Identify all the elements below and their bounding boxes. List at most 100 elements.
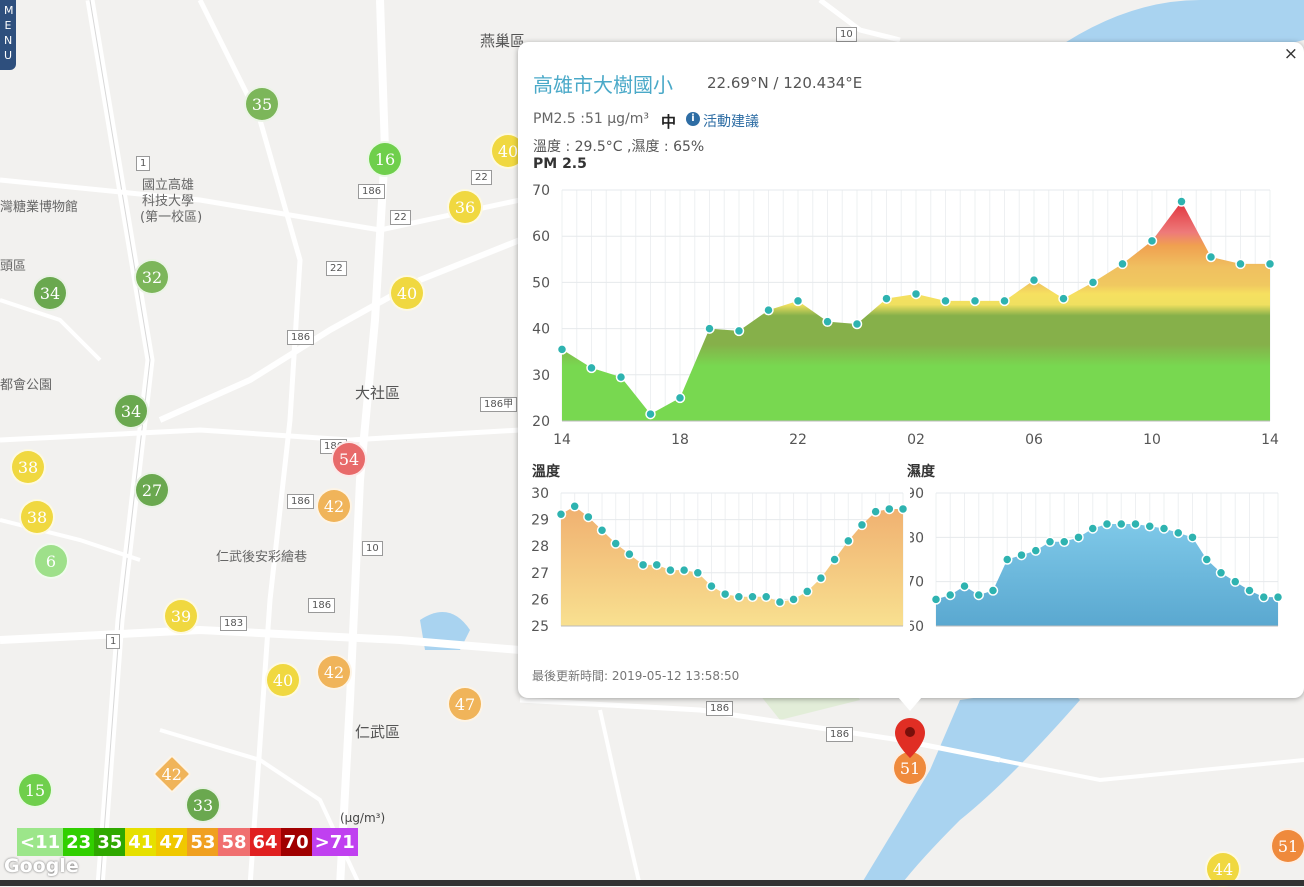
series-area [936, 524, 1278, 626]
route-shield: 183 [220, 616, 248, 631]
pm25-level: 中 [661, 113, 677, 131]
data-point [719, 588, 731, 600]
data-point [1187, 532, 1198, 543]
temperature-chart: 25 26 27 28 29 30 [531, 486, 909, 635]
data-point [674, 392, 686, 404]
data-point [555, 509, 567, 520]
aqi-marker[interactable]: 38 [19, 499, 55, 535]
data-point [760, 591, 772, 602]
data-point [586, 362, 597, 374]
menu-button[interactable]: MENU [0, 0, 16, 70]
y-tick-label: 50 [532, 275, 550, 291]
data-point [945, 589, 956, 601]
data-point [763, 304, 774, 316]
map-label: 大社區 [355, 384, 401, 402]
x-tick-label: 14 [553, 432, 571, 448]
data-point [1272, 591, 1284, 603]
map-label: 仁武區 [355, 723, 401, 741]
data-point [1230, 576, 1241, 587]
legend-cell: 47 [156, 828, 188, 856]
data-point [1116, 518, 1127, 530]
map-pin-icon[interactable] [893, 716, 927, 760]
popup-pointer [898, 697, 922, 711]
legend-cell: 70 [280, 828, 312, 856]
data-point [733, 591, 745, 602]
data-point [665, 564, 676, 576]
data-point [1117, 258, 1128, 270]
aqi-marker[interactable]: 42 [316, 654, 352, 690]
x-tick-label: 22 [789, 432, 807, 448]
data-point [788, 594, 799, 605]
data-point [615, 371, 627, 383]
aqi-marker[interactable]: 32 [134, 259, 170, 295]
data-point [692, 567, 704, 579]
legend-cell: 64 [249, 828, 281, 856]
data-point [637, 559, 649, 571]
aqi-marker[interactable]: 34 [32, 275, 68, 311]
last-updated: 最後更新時間: 2019-05-12 13:58:50 [532, 669, 740, 683]
aqi-marker[interactable]: 54 [331, 441, 367, 477]
data-point [569, 501, 580, 512]
aqi-marker[interactable]: 16 [367, 141, 403, 177]
aqi-marker[interactable]: 36 [447, 189, 483, 225]
legend-cell: 23 [63, 828, 95, 856]
data-point [792, 295, 804, 307]
data-point [1087, 277, 1099, 288]
y-tick-label: 29 [531, 513, 549, 529]
data-point [747, 591, 758, 602]
route-shield: 10 [836, 27, 857, 42]
y-tick-label: 70 [532, 183, 550, 199]
aqi-marker[interactable]: 38 [10, 449, 46, 485]
data-point [940, 295, 951, 307]
y-tick-label: 25 [531, 619, 549, 635]
y-tick-label: 70 [910, 575, 924, 591]
data-point [897, 503, 909, 515]
data-point [856, 519, 868, 531]
data-point [884, 503, 895, 515]
station-name[interactable]: 高雄市大樹國小 [533, 73, 673, 97]
data-point [1058, 293, 1069, 304]
pm25-reading: PM2.5 :51 μg/m³ [533, 111, 649, 127]
aqi-marker[interactable]: 6 [33, 543, 69, 579]
y-tick-label: 30 [531, 486, 549, 502]
data-point [973, 589, 984, 601]
y-tick-label: 60 [532, 229, 550, 245]
route-shield: 186 [358, 184, 386, 199]
humidity-chart: 60 70 80 90 [910, 486, 1284, 635]
data-point [1173, 527, 1184, 539]
y-tick-label: 40 [532, 322, 550, 338]
data-point [1087, 523, 1098, 534]
data-point [815, 572, 827, 584]
close-button[interactable]: × [1283, 44, 1298, 64]
aqi-marker[interactable]: 15 [17, 772, 53, 808]
aqi-marker[interactable]: 42 [316, 488, 352, 524]
map-label: 都會公園 [0, 378, 53, 393]
route-shield: 186 [826, 727, 854, 742]
pm25-chart-title: PM 2.5 [533, 156, 587, 172]
aqi-marker[interactable]: 33 [185, 787, 221, 823]
map-label: 燕巢區 [480, 32, 526, 50]
aqi-marker[interactable]: 51 [1270, 828, 1304, 864]
data-point [556, 344, 568, 355]
pm25-chart: 20 30 40 50 60 70 14 18 22 02 06 10 14 [532, 183, 1279, 448]
aqi-marker[interactable]: 39 [163, 598, 199, 634]
aqi-marker[interactable]: 47 [447, 686, 483, 722]
data-point [930, 594, 942, 605]
aqi-marker[interactable]: 40 [389, 275, 425, 311]
aqi-marker[interactable]: 40 [265, 662, 301, 698]
aqi-marker[interactable]: 35 [244, 86, 280, 122]
data-point [651, 559, 663, 571]
aqi-marker[interactable]: 27 [134, 472, 170, 508]
x-tick-label: 18 [671, 432, 689, 448]
map-label: 科技大學 [142, 194, 195, 209]
info-icon[interactable]: i [686, 112, 700, 126]
pm25-legend: <11 23 35 41 47 53 58 64 70 >71 [17, 828, 358, 856]
legend-unit: (μg/m³) [340, 811, 386, 825]
data-point [1146, 235, 1158, 247]
legend-cell: 35 [94, 828, 126, 856]
bottom-bar [0, 880, 1304, 886]
data-point [1258, 591, 1269, 603]
activity-advice-link[interactable]: 活動建議 [703, 114, 759, 130]
series-area [562, 201, 1270, 421]
aqi-marker[interactable]: 34 [113, 393, 149, 429]
